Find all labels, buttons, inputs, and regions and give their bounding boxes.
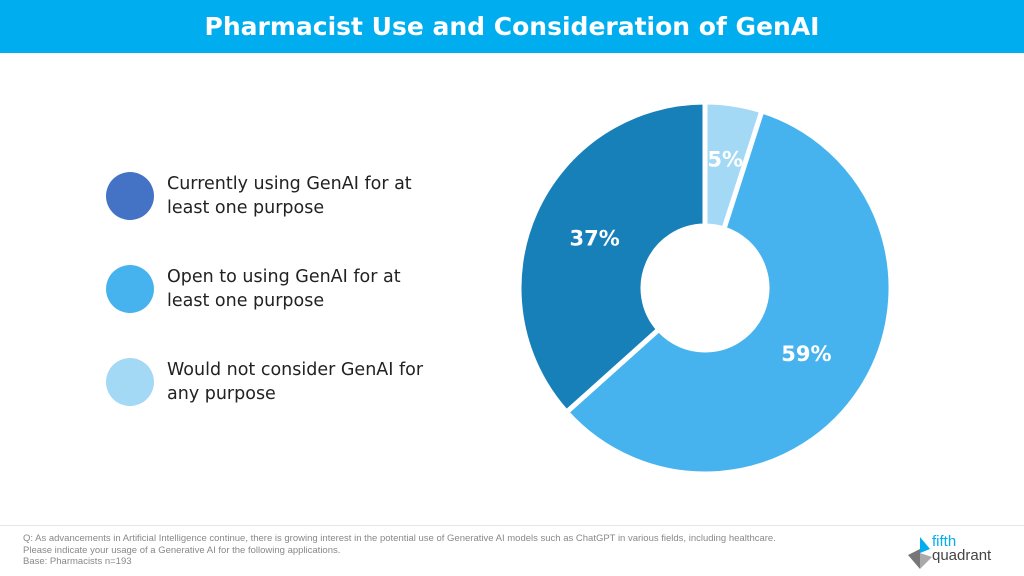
- chart-title: Pharmacist Use and Consideration of GenA…: [0, 0, 1024, 53]
- legend-item: Currently using GenAI for at least one p…: [106, 172, 447, 265]
- footnote-question: Q: As advancements in Artificial Intelli…: [23, 533, 776, 544]
- legend: Currently using GenAI for at least one p…: [106, 172, 447, 451]
- legend-swatch: [106, 265, 154, 313]
- footnote-instruction: Please indicate your usage of a Generati…: [23, 544, 341, 556]
- logo-text-fifth: fifth: [932, 533, 957, 550]
- logo-text-quadrant: quadrant: [932, 547, 992, 564]
- data-label: 5%: [707, 147, 743, 171]
- legend-item: Would not consider GenAI for any purpose: [106, 358, 447, 451]
- legend-label: Currently using GenAI for at least one p…: [167, 174, 412, 218]
- legend-label: Open to using GenAI for at least one pur…: [167, 267, 401, 311]
- legend-swatch: [106, 358, 154, 406]
- legend-label: Would not consider GenAI for any purpose: [167, 360, 424, 404]
- logo-mark-icon: [908, 537, 932, 569]
- data-label: 37%: [569, 227, 619, 251]
- legend-item: Open to using GenAI for at least one pur…: [106, 265, 447, 358]
- donut-slice: [562, 107, 894, 477]
- data-label: 59%: [781, 342, 831, 366]
- legend-swatch: [106, 172, 154, 220]
- fifth-quadrant-logo: fifth quadrant: [906, 533, 1006, 571]
- footnote-base: Base: Pharmacists n=193: [23, 556, 132, 567]
- footnote: Q: As advancements in Artificial Intelli…: [23, 533, 776, 568]
- donut-slice: [516, 99, 708, 416]
- footer-divider: [0, 525, 1024, 526]
